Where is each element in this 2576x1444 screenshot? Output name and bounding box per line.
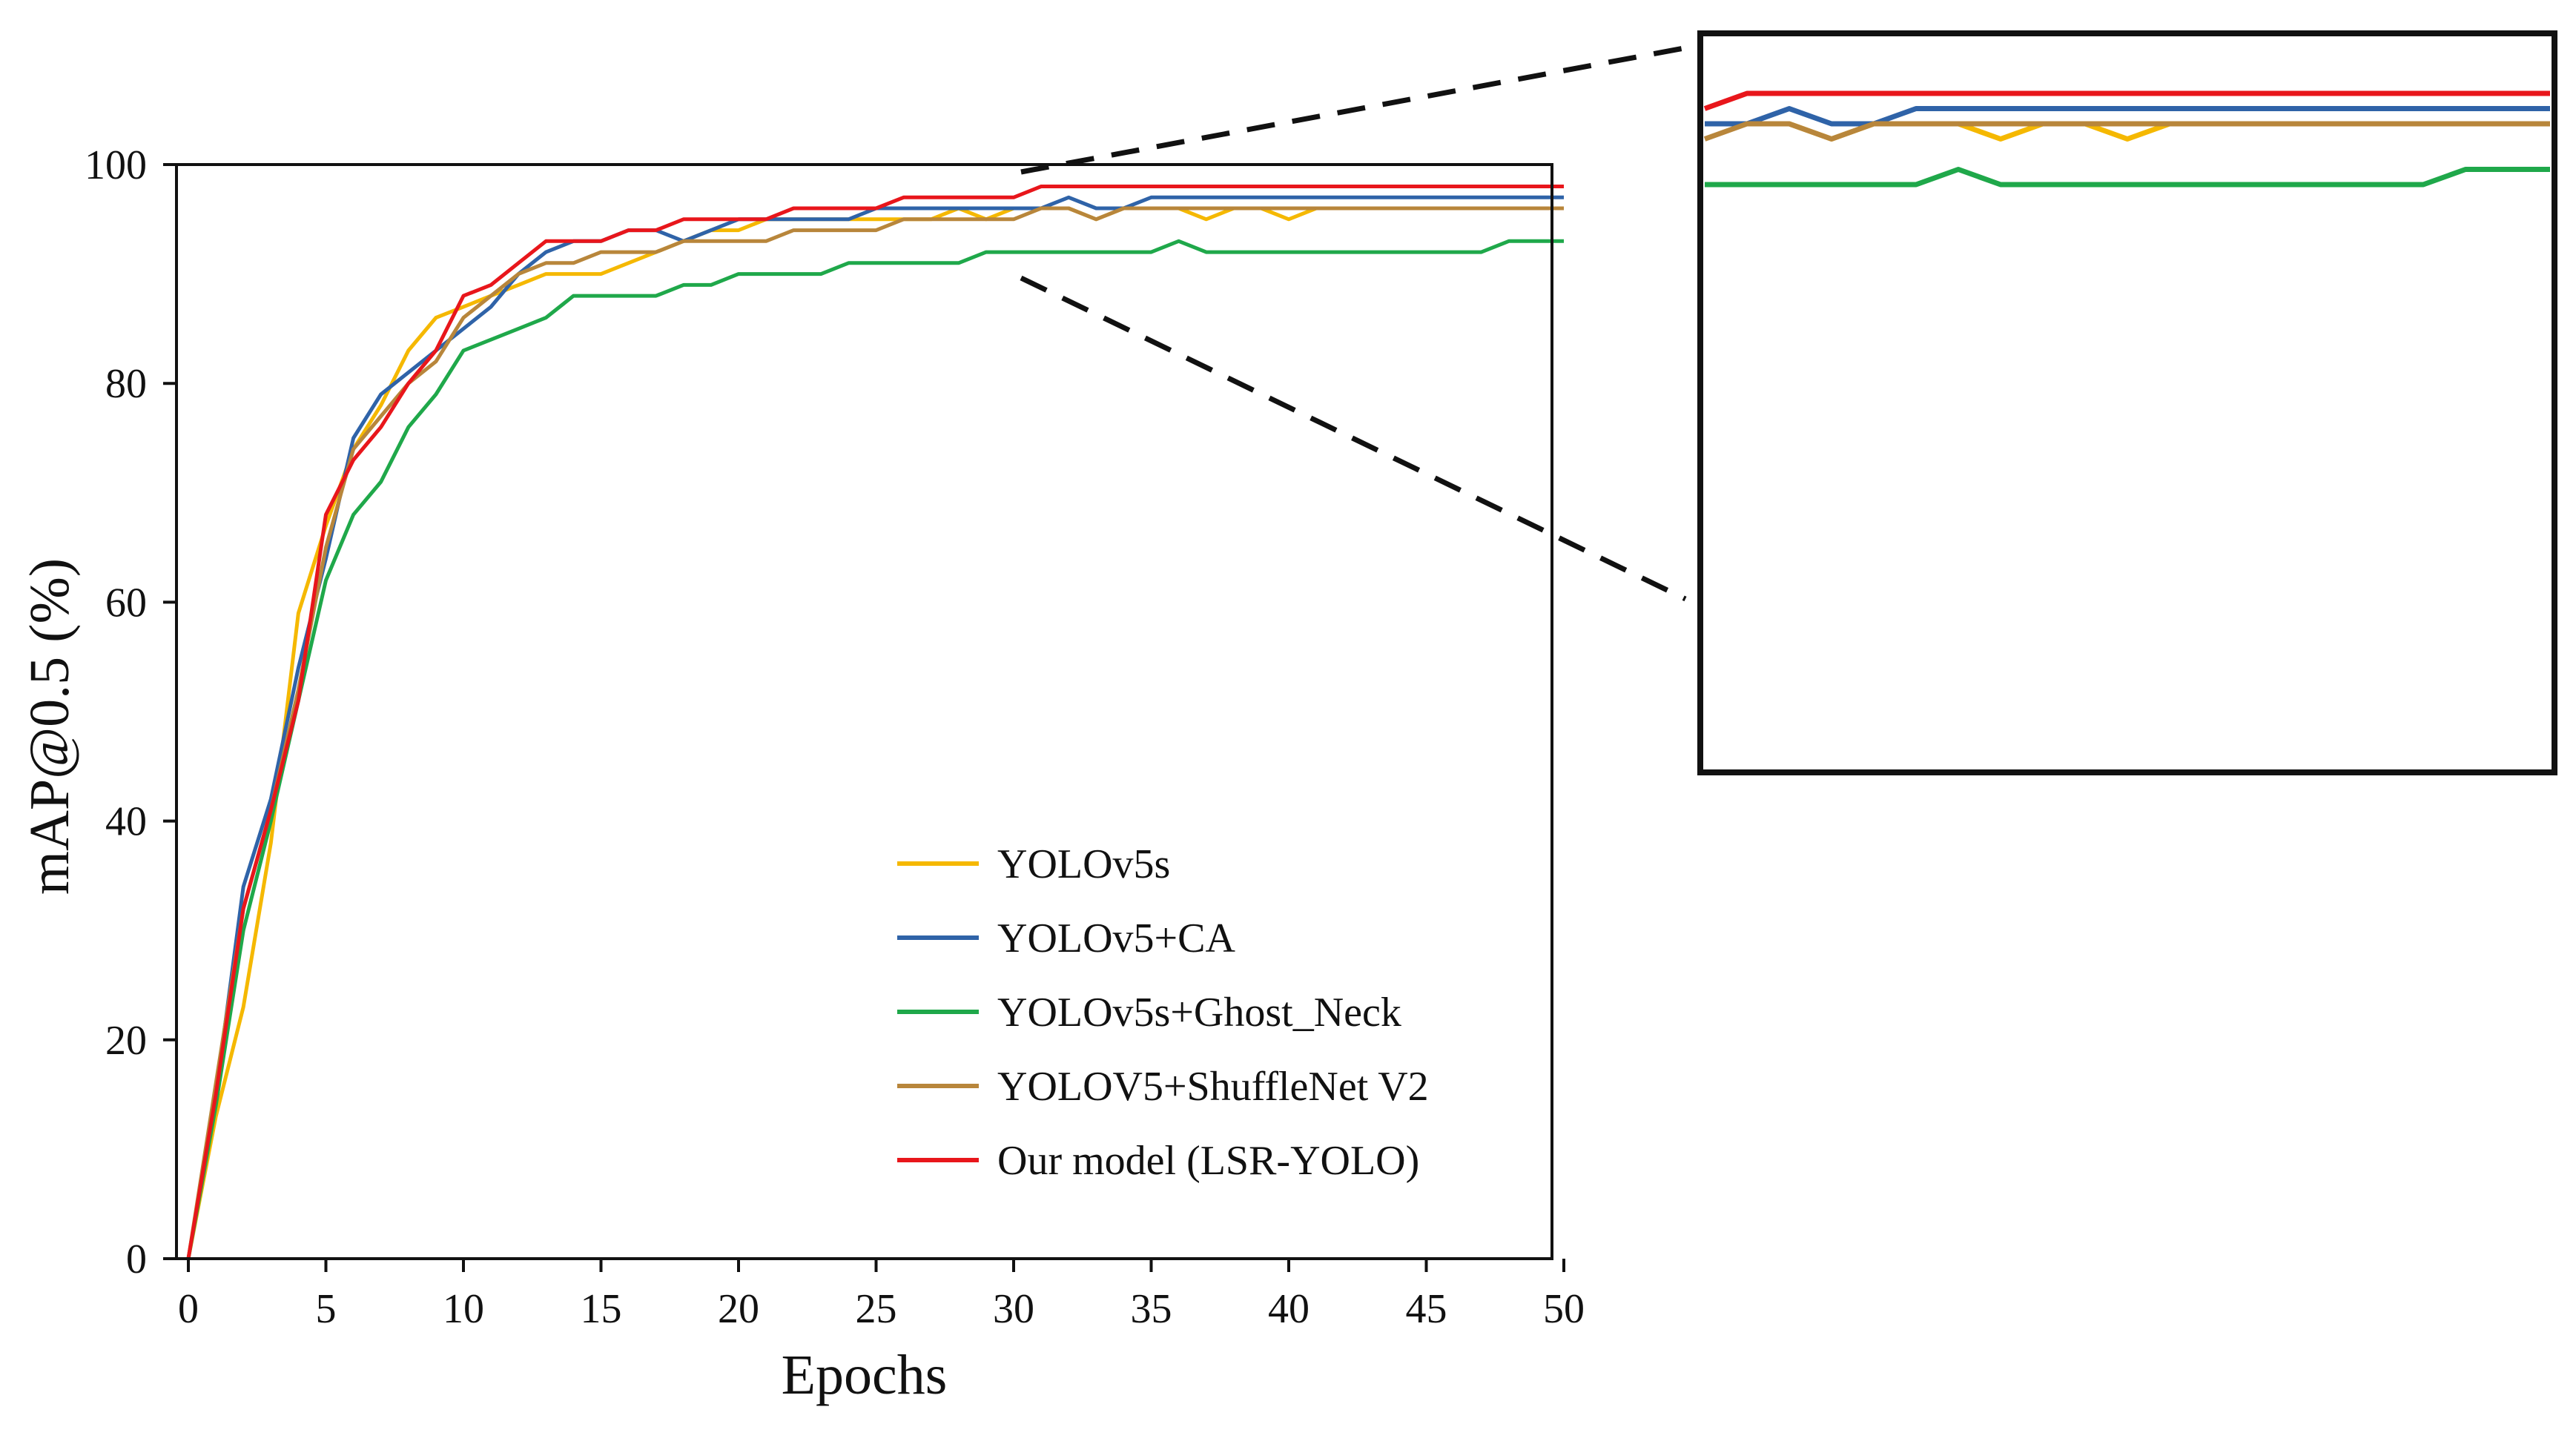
- legend-label-3: YOLOV5+ShuffleNet V2: [997, 1064, 1429, 1110]
- y-tick-label: 40: [105, 799, 147, 845]
- x-tick-label: 50: [1543, 1286, 1585, 1332]
- x-tick-label: 40: [1268, 1286, 1310, 1332]
- legend: YOLOv5s YOLOv5+CA YOLOv5s+Ghost_Neck YOLOV5…: [897, 841, 1429, 1184]
- y-tick-label: 80: [105, 361, 147, 407]
- y-tick-label: 100: [85, 142, 147, 188]
- plot-frame: [175, 163, 1553, 1260]
- main-plot: 0 5 10 15 20 25 30 35 40 45 50 0 20 40 60 80 100: [85, 142, 1585, 1332]
- series-line-2: [186, 239, 1564, 1259]
- x-axis-title: Epochs: [782, 1344, 948, 1406]
- legend-label-1: YOLOv5+CA: [997, 915, 1235, 961]
- inset-series-line-3: [1703, 121, 2550, 142]
- x-tick-label: 25: [856, 1286, 897, 1332]
- zoom-connector-top: [1020, 43, 1697, 175]
- x-tick-label: 5: [316, 1286, 337, 1332]
- series-line-3: [186, 206, 1564, 1259]
- inset-frame: [1697, 30, 2557, 775]
- inset-lines: [1703, 90, 2550, 188]
- y-tick-label: 0: [126, 1236, 147, 1282]
- y-axis-title: mAP@0.5 (%): [19, 558, 81, 895]
- x-tick-label: 0: [178, 1286, 199, 1332]
- x-tick-label: 10: [443, 1286, 484, 1332]
- inset-series-line-2: [1705, 167, 2550, 188]
- y-tick-label: 60: [105, 580, 147, 626]
- legend-label-2: YOLOv5s+Ghost_Neck: [997, 990, 1401, 1036]
- x-tick-label: 20: [718, 1286, 759, 1332]
- x-tick-label: 30: [993, 1286, 1034, 1332]
- inset-zoom: [1020, 30, 2557, 775]
- inset-series-line-4: [1703, 90, 2550, 111]
- legend-label-4: Our model (LSR-YOLO): [997, 1138, 1419, 1184]
- y-tick-label: 20: [105, 1018, 147, 1064]
- series-line-4: [186, 185, 1564, 1259]
- inset-series-line-1: [1705, 106, 2550, 127]
- x-tick-label: 15: [581, 1286, 622, 1332]
- zoom-connector-bottom: [1020, 275, 1687, 602]
- legend-label-0: YOLOv5s: [997, 841, 1170, 887]
- x-tick-label: 35: [1131, 1286, 1172, 1332]
- x-tick-label: 45: [1406, 1286, 1447, 1332]
